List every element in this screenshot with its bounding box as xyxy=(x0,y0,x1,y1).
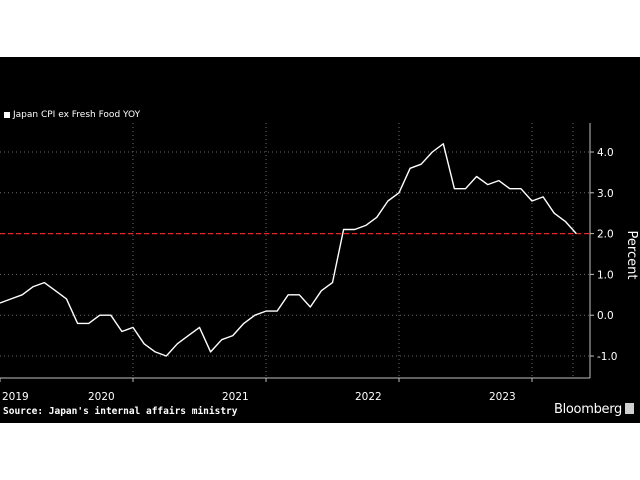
brand-name: Bloomberg xyxy=(553,402,622,417)
y-tick-labels: -1.0 0.0 1.0 2.0 3.0 4.0 xyxy=(589,123,618,378)
chart-title: Resilient Inflation xyxy=(3,8,184,29)
y-tick-label: 3.0 xyxy=(597,188,614,200)
y-tick-label: 4.0 xyxy=(597,147,614,159)
x-year-label: 2019 xyxy=(2,391,29,403)
x-year-label: 2023 xyxy=(489,391,516,403)
source-note: Source: Japan's internal affairs ministr… xyxy=(3,406,238,417)
legend-label: Japan CPI ex Fresh Food YOY xyxy=(13,110,141,120)
brand-logo: Bloomberg xyxy=(554,402,634,417)
x-year-label: 2021 xyxy=(222,391,249,403)
y-tick-label: 2.0 xyxy=(597,229,614,241)
x-year-label: 2022 xyxy=(355,391,382,403)
chart-subtitle: Japan's core inflation remains sticky as… xyxy=(3,34,493,49)
y-tick-label: 0.0 xyxy=(597,310,614,322)
year-dividers xyxy=(132,123,574,378)
bloomberg-logo-icon xyxy=(625,403,634,414)
x-year-labels: 2019 2020 2021 2022 2023 xyxy=(0,378,533,403)
y-axis-label: Percent xyxy=(624,231,639,280)
legend-swatch xyxy=(4,112,10,118)
line-chart: -1.0 0.0 1.0 2.0 3.0 4.0 2019 2020 2021 2022 2023… xyxy=(0,123,639,403)
x-year-label: 2020 xyxy=(88,391,115,403)
series-line-cpi xyxy=(0,143,577,357)
y-tick-label: -1.0 xyxy=(597,351,618,363)
y-tick-label: 1.0 xyxy=(597,269,614,281)
chart-panel: -1.0 0.0 1.0 2.0 3.0 4.0 2019 2020 2021 2022 2023… xyxy=(0,57,640,423)
legend: Japan CPI ex Fresh Food YOY xyxy=(4,110,140,120)
